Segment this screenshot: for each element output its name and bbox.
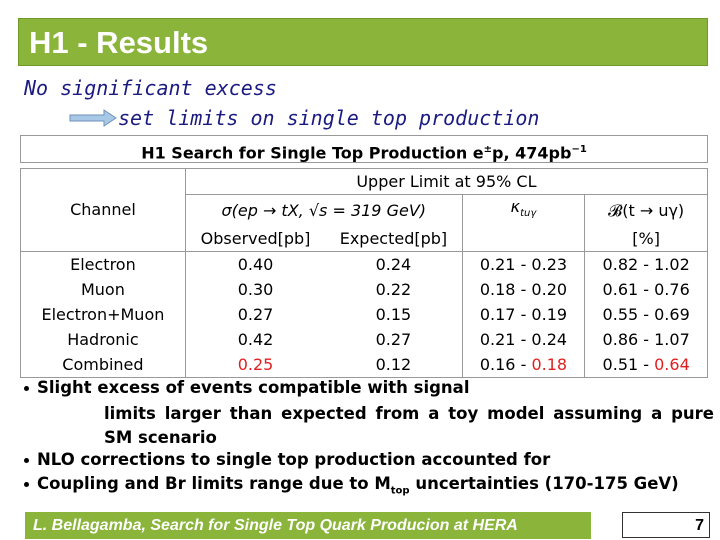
table-cell: 0.12: [375, 354, 412, 374]
header-cell: κtuγ: [461, 194, 585, 227]
text-part: 0.16 -: [479, 354, 532, 374]
table-row: Electron 0.40 0.24 0.21 - 0.23 0.82 - 1.02: [20, 251, 708, 278]
table-cell: 0.21 - 0.23: [461, 251, 585, 278]
text-part: top: [390, 485, 410, 497]
table-cell: 0.27: [375, 329, 412, 349]
text-part: p, 474pb: [492, 143, 572, 163]
page-number: 7: [622, 512, 710, 538]
table-cell: 0.25: [184, 352, 326, 378]
intro-line: No significant excess: [24, 76, 277, 100]
table-cell: 0.22: [375, 279, 412, 299]
table-cell: 0.42: [184, 327, 326, 353]
table-cell: 0.27: [184, 302, 326, 328]
table-cell: 0.40: [184, 251, 326, 278]
text-part: ±: [483, 144, 493, 155]
bullet-dot: [24, 458, 29, 463]
table-cell: 0.17 - 0.19: [461, 302, 585, 328]
table-row: Hadronic 0.42 0.27 0.21 - 0.24 0.86 - 1.07: [21, 327, 708, 353]
title-bar: H1 - Results: [18, 18, 708, 66]
bullet: Slight excess of events compatible with …: [24, 378, 469, 397]
bullet: Coupling and Br limits range due to Mtop…: [24, 474, 679, 496]
results-table: Channel Upper Limit at 95% CL σ(ep → tX, …: [20, 168, 708, 379]
header-cell: Expected[pb]: [339, 228, 448, 248]
table-cell: 0.16 - 0.18: [461, 352, 585, 378]
text-part: −1: [571, 144, 587, 155]
header-cell: σ(ep → tX, √s = 319 GeV): [184, 194, 463, 227]
table-cell: Electron+Muon: [41, 304, 165, 324]
bullet-text: NLO corrections to single top production…: [37, 450, 551, 469]
bullet-text: Coupling and Br limits range due to Mtop…: [37, 474, 679, 497]
header-cell: 𝓑(t → uγ): [584, 194, 708, 227]
table-row: Combined 0.25 0.12 0.16 - 0.18 0.51 - 0.64: [21, 352, 708, 378]
sub-bullet: limits larger than expected from a toy m…: [104, 404, 714, 447]
bullet-text: Slight excess of events compatible with …: [37, 378, 470, 397]
table-cell: 0.18 - 0.20: [461, 277, 585, 303]
header-cell: [%]: [584, 226, 708, 252]
header-cell: [461, 226, 585, 252]
table-title: H1 Search for Single Top Production e±p,…: [20, 135, 708, 163]
text-part: 0.25: [237, 354, 274, 374]
table-cell: 0.24: [325, 251, 463, 278]
table-row: Muon 0.30 0.22 0.18 - 0.20 0.61 - 0.76: [21, 277, 708, 303]
text-part: uncertainties (170-175 GeV): [409, 474, 679, 493]
bullet-dot: [24, 482, 29, 487]
bullet-dot: [24, 386, 29, 391]
header-cell: Observed[pb]: [184, 226, 326, 252]
table-cell: 0.51 - 0.64: [584, 352, 708, 378]
table-cell: 0.55 - 0.69: [584, 302, 708, 328]
footer: L. Bellagamba, Search for Single Top Qua…: [25, 512, 591, 539]
table-cell: 0.15: [375, 304, 412, 324]
table-row: Electron+Muon 0.27 0.15 0.17 - 0.19 0.55 - 0…: [21, 302, 708, 328]
intro-line: set limits on single top production: [118, 106, 540, 130]
text-part: tuγ: [520, 208, 537, 220]
table-cell: 0.82 - 1.02: [584, 251, 708, 278]
bullet: NLO corrections to single top production…: [24, 450, 550, 469]
arrow: [69, 109, 117, 127]
table-cell: 0.61 - 0.76: [584, 277, 708, 303]
text-part: 0.51 -: [602, 354, 655, 374]
text-part: 0.64: [654, 354, 690, 374]
table-cell: Electron: [20, 251, 186, 278]
table-cell: Hadronic: [67, 329, 139, 349]
text-part: Coupling and Br limits range due to M: [37, 474, 391, 493]
table-cell: 0.30: [184, 277, 326, 303]
table-cell: Combined: [62, 354, 144, 374]
header-cell: Upper Limit at 95% CL: [184, 168, 708, 195]
header-cell: Channel: [70, 200, 136, 220]
table-cell: 0.21 - 0.24: [461, 327, 585, 353]
text-part: 0.18: [531, 354, 568, 374]
text-part: H1 Search for Single Top Production e: [141, 143, 484, 163]
table-cell: 0.86 - 1.07: [584, 327, 708, 353]
table-cell: Muon: [80, 279, 125, 299]
text-part: κ: [510, 197, 521, 216]
